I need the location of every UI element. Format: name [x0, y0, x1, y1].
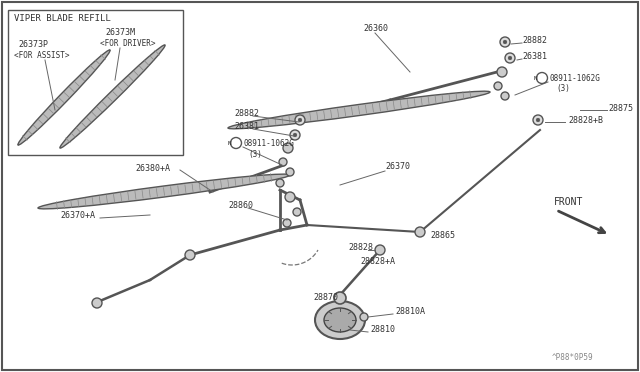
Text: 28810: 28810 [370, 326, 395, 334]
Circle shape [285, 192, 295, 202]
Circle shape [298, 118, 301, 122]
Text: <FOR ASSIST>: <FOR ASSIST> [14, 51, 70, 60]
Circle shape [501, 92, 509, 100]
Circle shape [293, 133, 297, 137]
Text: N: N [534, 76, 538, 80]
Text: 28882: 28882 [234, 109, 259, 118]
Circle shape [92, 298, 102, 308]
Text: 26381: 26381 [522, 51, 547, 61]
Text: 28828+A: 28828+A [360, 257, 395, 266]
Ellipse shape [324, 308, 356, 332]
Ellipse shape [228, 91, 490, 129]
Text: 28828+B: 28828+B [568, 115, 603, 125]
Text: 26380+A: 26380+A [135, 164, 170, 173]
Circle shape [293, 208, 301, 216]
Text: 26373M: 26373M [105, 28, 135, 36]
Text: (3): (3) [556, 83, 570, 93]
Circle shape [497, 67, 507, 77]
Circle shape [508, 56, 512, 60]
Ellipse shape [60, 45, 165, 148]
Circle shape [375, 245, 385, 255]
Circle shape [415, 227, 425, 237]
Circle shape [276, 179, 284, 187]
Ellipse shape [18, 50, 110, 145]
Text: 28865: 28865 [430, 231, 455, 240]
Circle shape [295, 115, 305, 125]
Circle shape [334, 292, 346, 304]
Text: 26373P: 26373P [18, 39, 48, 48]
Text: 28875: 28875 [608, 103, 633, 112]
Circle shape [290, 130, 300, 140]
Circle shape [279, 158, 287, 166]
Ellipse shape [315, 301, 365, 339]
Circle shape [536, 73, 547, 83]
Text: N: N [228, 141, 232, 145]
Text: 08911-1062G: 08911-1062G [550, 74, 601, 83]
Text: FRONT: FRONT [554, 197, 584, 207]
Circle shape [283, 219, 291, 227]
Text: 28810A: 28810A [395, 308, 425, 317]
Circle shape [230, 138, 241, 148]
Circle shape [185, 250, 195, 260]
FancyBboxPatch shape [8, 10, 183, 155]
Ellipse shape [38, 174, 290, 209]
Text: VIPER BLADE REFILL: VIPER BLADE REFILL [14, 13, 111, 22]
Text: 26381: 26381 [234, 122, 259, 131]
Text: 26370: 26370 [385, 161, 410, 170]
Circle shape [500, 37, 510, 47]
Text: 28882: 28882 [522, 35, 547, 45]
Circle shape [360, 313, 368, 321]
Circle shape [286, 168, 294, 176]
Circle shape [503, 40, 507, 44]
Circle shape [536, 118, 540, 122]
Circle shape [494, 82, 502, 90]
Circle shape [533, 115, 543, 125]
Text: 28828: 28828 [348, 244, 373, 253]
Circle shape [505, 53, 515, 63]
Text: <FOR DRIVER>: <FOR DRIVER> [100, 38, 156, 48]
Text: 26360: 26360 [363, 23, 388, 32]
Text: ^P88*0P59: ^P88*0P59 [552, 353, 594, 362]
Text: 28870: 28870 [313, 294, 338, 302]
Text: 26370+A: 26370+A [60, 211, 95, 219]
Text: 08911-1062G: 08911-1062G [244, 138, 295, 148]
Text: (3): (3) [248, 150, 262, 158]
Text: 28860: 28860 [228, 201, 253, 209]
Circle shape [283, 143, 293, 153]
